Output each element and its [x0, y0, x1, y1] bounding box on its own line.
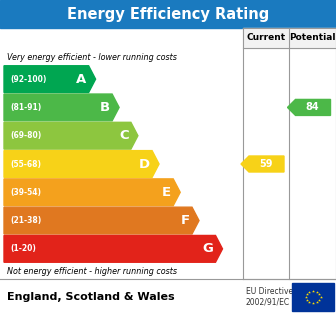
Text: A: A — [76, 73, 87, 86]
Text: C: C — [119, 129, 129, 142]
Text: (39-54): (39-54) — [10, 188, 41, 197]
Text: 84: 84 — [306, 102, 319, 112]
Text: Not energy efficient - higher running costs: Not energy efficient - higher running co… — [7, 266, 177, 276]
Text: Very energy efficient - lower running costs: Very energy efficient - lower running co… — [7, 53, 177, 62]
Text: (69-80): (69-80) — [10, 131, 41, 140]
Text: (81-91): (81-91) — [10, 103, 41, 112]
Polygon shape — [241, 156, 284, 172]
Text: 2002/91/EC: 2002/91/EC — [246, 297, 290, 306]
Polygon shape — [4, 122, 138, 149]
Polygon shape — [4, 179, 180, 206]
Polygon shape — [4, 66, 96, 93]
Polygon shape — [4, 207, 199, 234]
Text: England, Scotland & Wales: England, Scotland & Wales — [7, 292, 175, 302]
Text: D: D — [139, 158, 150, 170]
Text: F: F — [181, 214, 190, 227]
Text: EU Directive: EU Directive — [246, 288, 293, 296]
Text: Potential: Potential — [289, 33, 336, 43]
Bar — [243, 28, 336, 48]
Polygon shape — [4, 151, 159, 177]
Text: (55-68): (55-68) — [10, 159, 41, 169]
Text: Current: Current — [246, 33, 286, 43]
Text: 59: 59 — [259, 159, 273, 169]
Text: B: B — [100, 101, 110, 114]
Polygon shape — [4, 94, 119, 121]
Text: Energy Efficiency Rating: Energy Efficiency Rating — [67, 7, 269, 21]
Text: E: E — [162, 186, 171, 199]
Text: G: G — [203, 242, 213, 255]
Text: (1-20): (1-20) — [10, 244, 36, 253]
Bar — [0, 0, 336, 28]
Polygon shape — [4, 236, 222, 262]
Text: (21-38): (21-38) — [10, 216, 41, 225]
Polygon shape — [288, 100, 331, 115]
Text: (92-100): (92-100) — [10, 75, 46, 84]
Bar — [292, 283, 334, 311]
